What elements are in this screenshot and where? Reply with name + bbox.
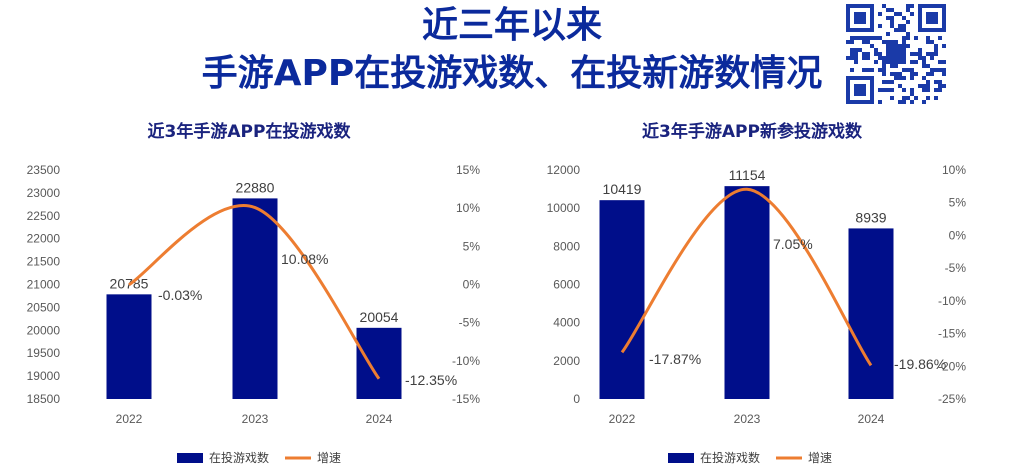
- y-right-tick-label: -10%: [938, 294, 966, 308]
- legend-bar-label: 在投游戏数: [209, 450, 269, 465]
- bar: [356, 327, 402, 399]
- y-right-tick-label: 15%: [456, 163, 480, 177]
- bar-value-label: 20054: [360, 309, 399, 325]
- y-left-tick-label: 21000: [27, 278, 61, 292]
- y-right-tick-label: -25%: [938, 392, 966, 406]
- y-left-tick-label: 0: [573, 392, 580, 406]
- bar: [724, 186, 770, 399]
- y-left-tick-label: 4000: [553, 316, 580, 330]
- y-left-tick-label: 19000: [27, 369, 61, 383]
- y-left-tick-label: 18500: [27, 392, 61, 406]
- y-left-tick-label: 19500: [27, 346, 61, 360]
- y-right-tick-label: -5%: [945, 261, 967, 275]
- y-right-tick-label: 5%: [463, 239, 481, 253]
- x-tick-label: 2024: [858, 412, 885, 426]
- y-left-tick-label: 12000: [547, 163, 581, 177]
- y-right-tick-label: 10%: [456, 201, 480, 215]
- legend-bar-swatch: [177, 453, 203, 463]
- legend-bar-label: 在投游戏数: [700, 450, 760, 465]
- y-right-tick-label: -5%: [459, 316, 481, 330]
- y-left-tick-label: 22500: [27, 209, 61, 223]
- y-left-tick-label: 22000: [27, 232, 61, 246]
- y-right-tick-label: -15%: [938, 327, 966, 341]
- chart-new-games: 近3年手游APP新参投游戏数 0 2000 4000 6000 8000 10000 1200…: [547, 121, 967, 465]
- bar-value-label: 10419: [603, 181, 642, 197]
- y-left-tick-label: 2000: [553, 354, 580, 368]
- growth-line: [620, 187, 873, 367]
- y-left-tick-label: 23500: [27, 163, 61, 177]
- bar-value-label: 8939: [855, 209, 886, 225]
- y-left-tick-label: 8000: [553, 239, 580, 253]
- y-right-tick-label: -15%: [452, 392, 480, 406]
- x-tick-label: 2022: [116, 412, 143, 426]
- page-title-line-1: 近三年以来: [421, 5, 602, 46]
- growth-value-label: -19.86%: [894, 356, 946, 372]
- y-right-tick-label: 0%: [949, 228, 967, 242]
- bar: [599, 200, 645, 399]
- x-tick-label: 2023: [734, 412, 761, 426]
- y-right-tick-label: 5%: [949, 196, 967, 210]
- y-right-tick-label: 10%: [942, 163, 966, 177]
- y-right-tick-label: -10%: [452, 354, 480, 368]
- qr-code-icon: [846, 4, 946, 104]
- x-tick-label: 2024: [366, 412, 393, 426]
- page-title-line-2: 手游APP在投游戏数、在投新游数情况: [201, 53, 823, 94]
- y-left-tick-label: 20000: [27, 323, 61, 337]
- bar: [232, 198, 278, 399]
- y-left-tick-label: 21500: [27, 255, 61, 269]
- growth-value-label: -17.87%: [649, 351, 701, 367]
- legend-line-label: 增速: [808, 451, 832, 465]
- y-left-tick-label: 23000: [27, 186, 61, 200]
- y-left-tick-label: 6000: [553, 278, 580, 292]
- x-tick-label: 2022: [609, 412, 636, 426]
- y-right-tick-label: -20%: [938, 359, 966, 373]
- growth-value-label: 7.05%: [773, 236, 813, 252]
- x-tick-label: 2023: [242, 412, 269, 426]
- bar-value-label: 11154: [729, 167, 766, 183]
- bar-value-label: 22880: [236, 179, 275, 195]
- growth-value-label: 10.08%: [281, 251, 328, 267]
- bar: [848, 228, 894, 399]
- y-left-tick-label: 10000: [547, 201, 581, 215]
- growth-value-label: -12.35%: [405, 372, 457, 388]
- legend-line-label: 增速: [317, 451, 341, 465]
- bar: [106, 294, 152, 399]
- legend-bar-swatch: [668, 453, 694, 463]
- chart-active-games: 近3年手游APP在投游戏数 18500 19000 19500 20000 20500 21…: [27, 121, 481, 465]
- growth-value-label: -0.03%: [158, 287, 202, 303]
- chart-title: 近3年手游APP在投游戏数: [148, 121, 352, 142]
- y-right-tick-label: 0%: [463, 278, 481, 292]
- chart-title: 近3年手游APP新参投游戏数: [642, 121, 863, 142]
- y-left-tick-label: 20500: [27, 300, 61, 314]
- growth-line: [128, 204, 381, 380]
